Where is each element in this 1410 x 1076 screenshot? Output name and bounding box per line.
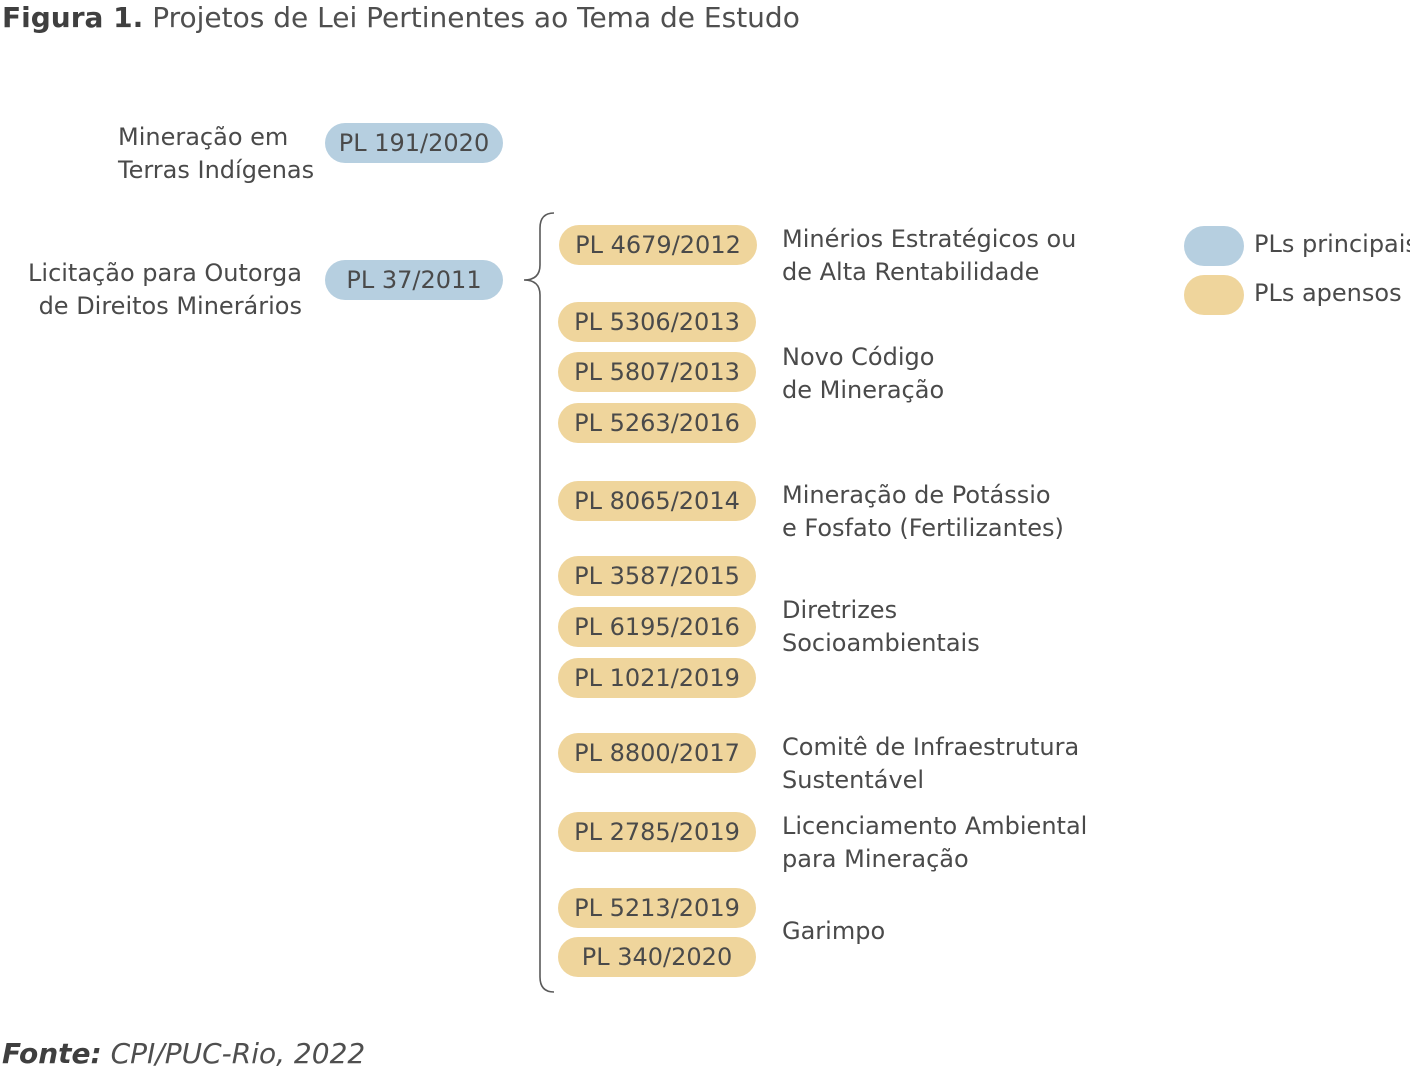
main-topic-line: de Direitos Minerários xyxy=(38,292,302,320)
figure-title-text: Projetos de Lei Pertinentes ao Tema de E… xyxy=(152,1,800,34)
attached-pl-pill: PL 5306/2013 xyxy=(558,302,756,342)
attached-pl-pill: PL 5807/2013 xyxy=(558,352,756,392)
curly-bracket xyxy=(523,212,555,993)
attached-pl-pill: PL 6195/2016 xyxy=(558,607,756,647)
legend-attached-swatch xyxy=(1184,275,1244,315)
attached-pl-pill: PL 340/2020 xyxy=(558,937,756,977)
attached-group-line: para Mineração xyxy=(782,845,969,873)
source-note: Fonte: CPI/PUC-Rio, 2022 xyxy=(2,1036,365,1072)
attached-group-label: Comitê de Infraestrutura Sustentável xyxy=(782,731,1079,797)
attached-pl-pill: PL 8800/2017 xyxy=(558,733,756,773)
attached-group-line: de Alta Rentabilidade xyxy=(782,258,1040,286)
main-pl-pill: PL 191/2020 xyxy=(325,123,503,163)
main-topic-line: Mineração em xyxy=(118,123,289,151)
figure-title: Figura 1. Projetos de Lei Pertinentes ao… xyxy=(2,0,800,36)
attached-pl-pill: PL 4679/2012 xyxy=(559,225,757,265)
main-topic-line: Terras Indígenas xyxy=(118,156,315,184)
attached-pl-pill: PL 5213/2019 xyxy=(558,888,756,928)
legend-attached-label: PLs apensos xyxy=(1254,279,1402,307)
attached-pl-pill: PL 8065/2014 xyxy=(558,481,756,521)
attached-group-line: Mineração de Potássio xyxy=(782,481,1051,509)
attached-group-label: Mineração de Potássio e Fosfato (Fertili… xyxy=(782,479,1064,545)
attached-group-line: Novo Código xyxy=(782,343,935,371)
attached-pl-pill: PL 3587/2015 xyxy=(558,556,756,596)
figure-label: Figura 1. xyxy=(2,1,144,34)
attached-group-label: Diretrizes Socioambientais xyxy=(782,594,980,660)
main-topic-label: Licitação para Outorga de Direitos Miner… xyxy=(20,257,302,323)
legend-main-swatch xyxy=(1184,226,1244,266)
attached-pl-pill: PL 2785/2019 xyxy=(558,812,756,852)
attached-pl-pill: PL 1021/2019 xyxy=(558,658,756,698)
main-pl-pill: PL 37/2011 xyxy=(325,260,503,300)
attached-group-line: Minérios Estratégicos ou xyxy=(782,225,1077,253)
attached-group-line: Comitê de Infraestrutura xyxy=(782,733,1080,761)
attached-group-label: Garimpo xyxy=(782,915,885,948)
attached-group-line: e Fosfato (Fertilizantes) xyxy=(782,514,1064,542)
attached-group-line: Sustentável xyxy=(782,766,925,794)
main-topic-line: Licitação para Outorga xyxy=(28,259,302,287)
attached-group-line: Licenciamento Ambiental xyxy=(782,812,1088,840)
source-text: CPI/PUC-Rio, 2022 xyxy=(110,1037,366,1070)
attached-group-line: de Mineração xyxy=(782,376,945,404)
attached-group-label: Licenciamento Ambiental para Mineração xyxy=(782,810,1087,876)
attached-group-line: Garimpo xyxy=(782,917,886,945)
attached-group-label: Minérios Estratégicos ou de Alta Rentabi… xyxy=(782,223,1076,289)
legend-main-label: PLs principais xyxy=(1254,230,1410,258)
attached-group-line: Diretrizes xyxy=(782,596,898,624)
main-topic-label: Mineração em Terras Indígenas xyxy=(118,121,314,187)
attached-group-label: Novo Código de Mineração xyxy=(782,341,944,407)
source-label: Fonte: xyxy=(2,1037,102,1070)
attached-pl-pill: PL 5263/2016 xyxy=(558,403,756,443)
attached-group-line: Socioambientais xyxy=(782,629,980,657)
